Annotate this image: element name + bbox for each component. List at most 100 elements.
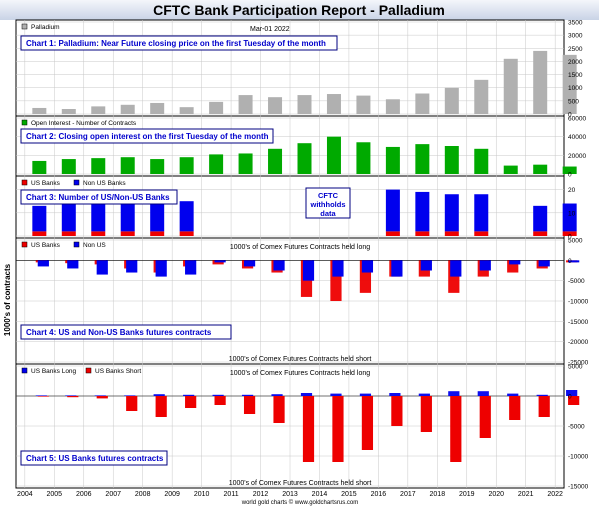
legend-label-non-us-4: Non US <box>83 242 106 249</box>
chart3-bar-non-us-banks-2009 <box>179 201 194 232</box>
chart2-y-tick-60000: 60000 <box>568 116 586 123</box>
chart5-long-label: 1000's of Comex Futures Contracts held l… <box>230 370 370 377</box>
chart3-y-tick-20: 20 <box>568 187 576 194</box>
chart3-bar-us-banks-2022 <box>562 231 577 236</box>
chart5-bar-us-banks-short-2022 <box>568 396 580 405</box>
chart3-bar-us-banks-2006 <box>91 231 106 236</box>
chart4-bar-non-us-2016 <box>391 260 403 277</box>
chart4-y-tick--10000: -10000 <box>568 299 589 306</box>
chart1-bar-palladium-2019 <box>474 79 489 114</box>
chart4-bar-non-us-2020 <box>509 260 521 265</box>
chart5-bar-us-banks-long-2022 <box>566 390 578 396</box>
chart1-y-tick-2500: 2500 <box>568 46 583 53</box>
chart2-bar-open-interest-number-of-contracts-2010 <box>209 154 224 174</box>
chart5-bar-us-banks-short-2006 <box>96 396 108 399</box>
chart5-bar-us-banks-short-2014 <box>332 396 344 462</box>
chart4-y-tick-0: 0 <box>568 258 572 265</box>
chart1-bar-palladium-2017 <box>415 93 430 114</box>
chart1-y-tick-1000: 1000 <box>568 85 583 92</box>
chart5-bar-us-banks-short-2005 <box>67 396 79 398</box>
chart5-bar-us-banks-short-2009 <box>185 396 197 408</box>
chart4-bar-non-us-2019 <box>479 260 491 271</box>
chart3-bar-us-banks-2009 <box>179 231 194 236</box>
chart5-bar-us-banks-long-2006 <box>94 395 106 396</box>
x-tick-2013: 2013 <box>282 491 298 498</box>
chart3-y-tick-10: 10 <box>568 210 576 217</box>
chart5-bar-us-banks-long-2017 <box>418 393 430 396</box>
title-bar <box>0 0 599 20</box>
chart2-bar-open-interest-number-of-contracts-2011 <box>238 153 253 174</box>
chart4-y-tick-5000: 5000 <box>568 238 583 245</box>
chart3-bar-non-us-banks-2017 <box>415 191 430 232</box>
chart5-y-tick--10000: -10000 <box>568 454 589 461</box>
chart4-bar-non-us-2017 <box>420 260 432 271</box>
chart5-bar-us-banks-long-2010 <box>212 394 224 396</box>
chart5-bar-us-banks-short-2008 <box>155 396 167 417</box>
chart2-bar-open-interest-number-of-contracts-2015 <box>356 142 371 174</box>
chart1-bar-palladium-2012 <box>268 97 283 114</box>
chart5-bar-us-banks-short-2019 <box>479 396 491 438</box>
chart2-y-tick-20000: 20000 <box>568 153 586 160</box>
chart5-y-tick-0: 0 <box>568 394 572 401</box>
chart5-bar-us-banks-long-2007 <box>124 395 136 396</box>
chart4-bar-non-us-2022 <box>568 260 580 263</box>
legend-label-palladium: Palladium <box>31 24 60 31</box>
chart4-bar-us-banks-2020 <box>507 260 519 273</box>
chart2-y-tick-40000: 40000 <box>568 134 586 141</box>
chart3-bar-non-us-banks-2005 <box>61 203 76 232</box>
chart3-title-box <box>20 189 178 205</box>
chart4-bar-non-us-2021 <box>538 260 550 267</box>
chart1-bar-palladium-2007 <box>120 104 135 114</box>
x-tick-2018: 2018 <box>430 491 446 498</box>
chart1-bar-palladium-2016 <box>385 99 400 114</box>
chart5-bar-us-banks-long-2008 <box>153 394 165 396</box>
chart5-title-box <box>20 450 168 466</box>
chart1-bar-palladium-2004 <box>32 107 47 114</box>
x-tick-2011: 2011 <box>224 491 239 498</box>
chart2-bar-open-interest-number-of-contracts-2004 <box>32 160 47 174</box>
chart2-title: Chart 2: Closing open interest on the fi… <box>26 132 269 141</box>
x-tick-2019: 2019 <box>459 491 475 498</box>
chart3-bar-us-banks-2019 <box>474 231 489 236</box>
chart3-bar-non-us-banks-2008 <box>150 201 165 232</box>
chart1-title-box <box>20 35 338 51</box>
legend-swatch-us-long-5 <box>21 367 28 374</box>
chart3-bar-non-us-banks-2019 <box>474 194 489 232</box>
chart3-bar-non-us-banks-2018 <box>444 194 459 232</box>
chart5-bar-us-banks-short-2007 <box>126 396 138 411</box>
chart1-bar-palladium-2011 <box>238 95 253 114</box>
legend-label-us-short-5: US Banks Short <box>95 368 141 375</box>
chart5-bar-us-banks-long-2021 <box>536 394 548 396</box>
chart4-y-tick--5000: -5000 <box>568 278 585 285</box>
chart2-bar-open-interest-number-of-contracts-2021 <box>533 164 548 174</box>
chart5-bar-us-banks-long-2018 <box>448 391 460 396</box>
page-title: CFTC Bank Participation Report - Palladi… <box>153 2 445 18</box>
legend-swatch-palladium <box>21 23 28 30</box>
chart3-bar-non-us-banks-2007 <box>120 203 135 232</box>
chart1-bar-palladium-2010 <box>209 101 224 114</box>
chart1-y-tick-500: 500 <box>568 98 579 105</box>
chart3-bar-us-banks-2007 <box>120 231 135 236</box>
chart1-y-tick-3500: 3500 <box>568 20 583 27</box>
chart1-title: Chart 1: Palladium: Near Future closing … <box>26 39 326 48</box>
x-tick-2014: 2014 <box>312 491 328 498</box>
chart2-bar-open-interest-number-of-contracts-2014 <box>326 136 341 174</box>
chart4-bar-us-banks-2015 <box>359 260 372 293</box>
chart3-bar-us-banks-2018 <box>444 231 459 236</box>
chart2-bar-open-interest-number-of-contracts-2020 <box>503 165 518 174</box>
chart4-title: Chart 4: US and Non-US Banks futures con… <box>26 328 212 337</box>
chart2-bar-open-interest-number-of-contracts-2013 <box>297 143 312 174</box>
chart5-bar-us-banks-long-2019 <box>477 391 489 396</box>
chart4-bar-non-us-2012 <box>273 260 285 271</box>
legend-swatch-non-us-4 <box>73 241 80 248</box>
chart3-bar-us-banks-2021 <box>533 231 548 236</box>
x-tick-2006: 2006 <box>76 491 92 498</box>
chart5-bar-us-banks-long-2013 <box>300 393 313 396</box>
chart1-bar-palladium-2005 <box>61 109 76 114</box>
legend-label-open-interest: Open Interest - Number of Contracts <box>31 120 137 127</box>
chart4-bar-non-us-2018 <box>450 260 462 277</box>
chart5-bar-us-banks-short-2017 <box>420 396 432 432</box>
chart2-bar-open-interest-number-of-contracts-2008 <box>150 159 165 174</box>
